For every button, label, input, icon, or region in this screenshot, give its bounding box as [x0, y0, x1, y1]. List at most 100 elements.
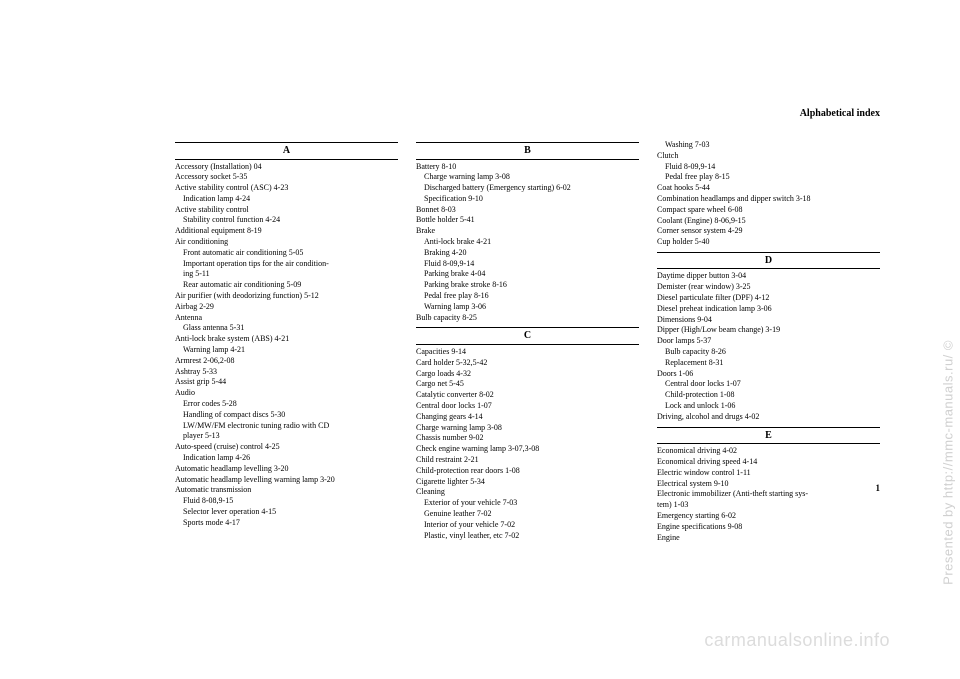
index-entry: Accessory (Installation) 04	[175, 162, 398, 173]
column-1: A Accessory (Installation) 04Accessory s…	[175, 140, 398, 543]
index-entry: Pedal free play 8-16	[416, 291, 639, 302]
index-entry: Indication lamp 4-24	[175, 194, 398, 205]
index-entry: Coat hooks 5-44	[657, 183, 880, 194]
index-entry: Ashtray 5-33	[175, 367, 398, 378]
page-container: Alphabetical index A Accessory (Installa…	[0, 0, 960, 603]
index-entry: Chassis number 9-02	[416, 433, 639, 444]
index-entry: Anti-lock brake system (ABS) 4-21	[175, 334, 398, 345]
index-entry: Clutch	[657, 151, 880, 162]
index-entry: Charge warning lamp 3-08	[416, 423, 639, 434]
index-entry: Additional equipment 8-19	[175, 226, 398, 237]
index-entry: Active stability control	[175, 205, 398, 216]
index-entry: Cup holder 5-40	[657, 237, 880, 248]
index-entry: Bottle holder 5-41	[416, 215, 639, 226]
index-entry: Brake	[416, 226, 639, 237]
index-entry: Audio	[175, 388, 398, 399]
index-entry: Engine specifications 9-08	[657, 522, 880, 533]
index-entry: Rear automatic air conditioning 5-09	[175, 280, 398, 291]
index-entry: Dimensions 9-04	[657, 315, 880, 326]
index-entry: Lock and unlock 1-06	[657, 401, 880, 412]
index-entry: Automatic headlamp levelling warning lam…	[175, 475, 398, 486]
index-entry: Diesel particulate filter (DPF) 4-12	[657, 293, 880, 304]
index-entry: Parking brake stroke 8-16	[416, 280, 639, 291]
index-entry: tem) 1-03	[657, 500, 880, 511]
index-entry: Warning lamp 4-21	[175, 345, 398, 356]
index-entry: Fluid 8-09,9-14	[416, 259, 639, 270]
watermark-bottom: carmanualsonline.info	[704, 630, 890, 651]
section-header-a: A	[175, 142, 398, 160]
index-entry: Child-protection rear doors 1-08	[416, 466, 639, 477]
index-entry: Specification 9-10	[416, 194, 639, 205]
index-entry: Daytime dipper button 3-04	[657, 271, 880, 282]
index-entry: Air purifier (with deodorizing function)…	[175, 291, 398, 302]
section-header-c: C	[416, 327, 639, 345]
index-entry: Diesel preheat indication lamp 3-06	[657, 304, 880, 315]
index-entry: Braking 4-20	[416, 248, 639, 259]
index-entry: Important operation tips for the air con…	[175, 259, 398, 270]
index-entry: Child restraint 2-21	[416, 455, 639, 466]
index-entry: Selector lever operation 4-15	[175, 507, 398, 518]
index-entry: Automatic headlamp levelling 3-20	[175, 464, 398, 475]
index-entry: Electric window control 1-11	[657, 468, 880, 479]
section-header-b: B	[416, 142, 639, 160]
column-2: B Battery 8-10Charge warning lamp 3-08Di…	[416, 140, 639, 543]
index-entry: Washing 7-03	[657, 140, 880, 151]
section-header-e: E	[657, 427, 880, 445]
index-entry: LW/MW/FM electronic tuning radio with CD	[175, 421, 398, 432]
index-entry: Check engine warning lamp 3-07,3-08	[416, 444, 639, 455]
index-entry: Handling of compact discs 5-30	[175, 410, 398, 421]
index-entry: Parking brake 4-04	[416, 269, 639, 280]
index-entry: Cigarette lighter 5-34	[416, 477, 639, 488]
index-entry: Driving, alcohol and drugs 4-02	[657, 412, 880, 423]
index-entry: Sports mode 4-17	[175, 518, 398, 529]
index-entry: Armrest 2-06,2-08	[175, 356, 398, 367]
entries-c-cont: Washing 7-03ClutchFluid 8-09,9-14Pedal f…	[657, 140, 880, 248]
index-entry: Exterior of your vehicle 7-03	[416, 498, 639, 509]
entries-d: Daytime dipper button 3-04Demister (rear…	[657, 271, 880, 422]
index-entry: Door lamps 5-37	[657, 336, 880, 347]
index-entry: Glass antenna 5-31	[175, 323, 398, 334]
entries-e: Economical driving 4-02Economical drivin…	[657, 446, 880, 543]
index-entry: Error codes 5-28	[175, 399, 398, 410]
index-entry: Charge warning lamp 3-08	[416, 172, 639, 183]
columns-wrapper: A Accessory (Installation) 04Accessory s…	[175, 140, 880, 543]
index-entry: Capacities 9-14	[416, 347, 639, 358]
index-entry: Combination headlamps and dipper switch …	[657, 194, 880, 205]
entries-a: Accessory (Installation) 04Accessory soc…	[175, 162, 398, 529]
index-entry: Electronic immobilizer (Anti-theft start…	[657, 489, 880, 500]
index-entry: Doors 1-06	[657, 369, 880, 380]
index-entry: Economical driving speed 4-14	[657, 457, 880, 468]
section-header-d: D	[657, 252, 880, 270]
index-entry: Active stability control (ASC) 4-23	[175, 183, 398, 194]
index-entry: Discharged battery (Emergency starting) …	[416, 183, 639, 194]
index-entry: Stability control function 4-24	[175, 215, 398, 226]
index-entry: Bulb capacity 8-25	[416, 313, 639, 324]
index-entry: Engine	[657, 533, 880, 544]
index-entry: Corner sensor system 4-29	[657, 226, 880, 237]
index-entry: Front automatic air conditioning 5-05	[175, 248, 398, 259]
index-entry: Genuine leather 7-02	[416, 509, 639, 520]
index-entry: Indication lamp 4-26	[175, 453, 398, 464]
page-number: 1	[876, 483, 881, 493]
index-entry: Economical driving 4-02	[657, 446, 880, 457]
index-entry: Changing gears 4-14	[416, 412, 639, 423]
watermark-right: Presented by http://mmc-manuals.ru/ ©	[941, 340, 956, 585]
index-entry: Replacement 8-31	[657, 358, 880, 369]
index-entry: Plastic, vinyl leather, etc 7-02	[416, 531, 639, 542]
index-entry: Emergency starting 6-02	[657, 511, 880, 522]
index-entry: Demister (rear window) 3-25	[657, 282, 880, 293]
index-entry: Auto-speed (cruise) control 4-25	[175, 442, 398, 453]
index-entry: Cargo loads 4-32	[416, 369, 639, 380]
index-entry: Bulb capacity 8-26	[657, 347, 880, 358]
index-entry: Fluid 8-08,9-15	[175, 496, 398, 507]
index-entry: Pedal free play 8-15	[657, 172, 880, 183]
column-3: Washing 7-03ClutchFluid 8-09,9-14Pedal f…	[657, 140, 880, 543]
index-entry: Warning lamp 3-06	[416, 302, 639, 313]
index-entry: Dipper (High/Low beam change) 3-19	[657, 325, 880, 336]
header-title: Alphabetical index	[800, 108, 880, 119]
index-entry: Accessory socket 5-35	[175, 172, 398, 183]
index-entry: player 5-13	[175, 431, 398, 442]
index-entry: Bonnet 8-03	[416, 205, 639, 216]
index-entry: Battery 8-10	[416, 162, 639, 173]
index-entry: Electrical system 9-10	[657, 479, 880, 490]
